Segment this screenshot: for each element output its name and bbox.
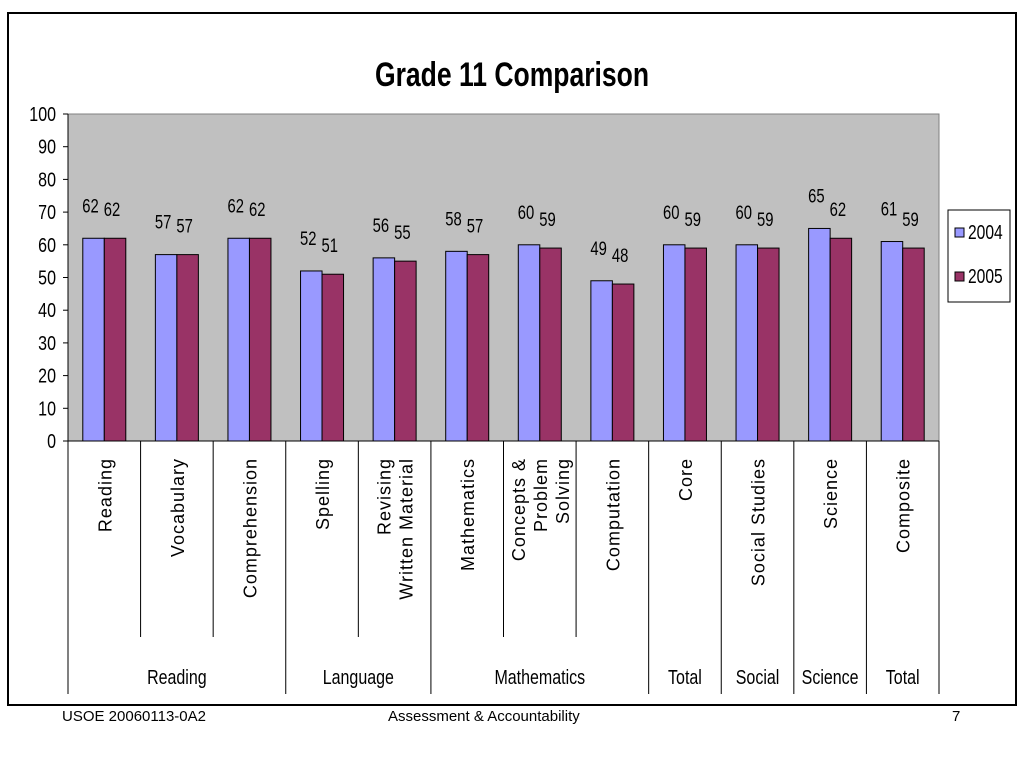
y-tick-label: 10 xyxy=(38,398,56,420)
data-label-2005: 59 xyxy=(902,209,918,230)
category-label: Composite xyxy=(894,458,914,553)
category-label: Reading xyxy=(95,458,115,532)
bar-2004 xyxy=(662,244,686,442)
group-label: Total xyxy=(668,666,702,688)
category-label: Social Studies xyxy=(749,458,769,586)
data-label-2004: 65 xyxy=(808,186,824,207)
data-label-2004: 49 xyxy=(590,238,606,259)
y-tick-label: 70 xyxy=(38,201,56,223)
bar-2005 xyxy=(466,254,490,442)
y-tick-label: 20 xyxy=(38,365,56,387)
group-label: Social xyxy=(736,666,780,688)
data-label-2004: 60 xyxy=(736,202,752,223)
data-label-2005: 62 xyxy=(104,200,120,221)
bar-2004 xyxy=(372,257,396,442)
bar-2004 xyxy=(154,254,178,442)
legend-swatch-2004 xyxy=(954,227,965,238)
bar-2004 xyxy=(300,270,323,442)
data-label-2004: 56 xyxy=(373,215,389,236)
bar-2005 xyxy=(394,260,417,442)
data-label-2004: 62 xyxy=(82,196,98,217)
footer-center-text: Assessment & Accountability xyxy=(388,708,580,725)
bar-2004 xyxy=(590,280,613,442)
bar-2004 xyxy=(517,244,541,442)
chart-title: Grade 11 Comparison xyxy=(375,56,649,94)
category-label: Mathematics xyxy=(458,458,478,571)
y-tick-label: 0 xyxy=(47,430,56,452)
bar-2004 xyxy=(82,237,105,442)
y-tick-label: 60 xyxy=(38,234,56,256)
group-label: Mathematics xyxy=(494,666,585,688)
legend-label-2005: 2005 xyxy=(968,265,1003,287)
legend-swatch-2005 xyxy=(954,271,965,282)
bar-2004 xyxy=(227,237,250,442)
group-label: Reading xyxy=(147,666,207,688)
data-label-2005: 51 xyxy=(322,236,338,257)
bar-2005 xyxy=(902,247,925,442)
y-tick-label: 80 xyxy=(38,169,56,191)
bar-2005 xyxy=(757,247,780,442)
category-label: Spelling xyxy=(313,458,333,530)
category-label: Core xyxy=(676,458,696,501)
category-label: Computation xyxy=(603,458,623,571)
category-label: Concepts & xyxy=(509,458,529,561)
data-label-2005: 57 xyxy=(467,216,483,237)
plot-area xyxy=(67,113,940,442)
category-label: Vocabulary xyxy=(168,458,188,557)
page-number: 7 xyxy=(952,708,961,725)
category-label: Written Material xyxy=(397,458,417,600)
data-label-2004: 61 xyxy=(881,199,897,220)
data-label-2005: 62 xyxy=(830,200,846,221)
y-tick-label: 90 xyxy=(38,136,56,158)
bar-2005 xyxy=(611,283,635,442)
category-label: Solving xyxy=(553,458,573,524)
bar-2005 xyxy=(103,237,127,442)
category-label: Science xyxy=(821,458,841,529)
y-tick-label: 40 xyxy=(38,300,56,322)
data-label-2004: 60 xyxy=(518,202,534,223)
y-tick-label: 50 xyxy=(38,267,56,289)
bar-2005 xyxy=(248,237,272,442)
legend-label-2004: 2004 xyxy=(968,221,1003,243)
bar-2004 xyxy=(735,244,759,442)
category-label: Problem xyxy=(531,458,551,532)
data-label-2005: 59 xyxy=(757,209,773,230)
legend-box xyxy=(947,209,1011,303)
group-label: Science xyxy=(802,666,859,688)
footer-left-text: USOE 20060113-0A2 xyxy=(62,708,206,725)
data-label-2004: 60 xyxy=(663,202,679,223)
data-label-2005: 55 xyxy=(394,222,410,243)
bar-2004 xyxy=(808,227,831,442)
y-tick-label: 100 xyxy=(29,103,56,125)
bar-2004 xyxy=(880,241,904,442)
bar-2004 xyxy=(445,250,468,442)
data-label-2004: 62 xyxy=(227,196,243,217)
data-label-2005: 48 xyxy=(612,245,628,266)
data-label-2004: 57 xyxy=(155,212,171,233)
data-label-2005: 57 xyxy=(176,216,192,237)
category-label: Comprehension xyxy=(240,458,260,598)
group-label: Language xyxy=(323,666,394,688)
data-label-2004: 58 xyxy=(445,209,461,230)
group-label: Total xyxy=(886,666,920,688)
bar-2005 xyxy=(176,254,199,442)
category-label: Revising xyxy=(375,458,395,535)
data-label-2004: 52 xyxy=(300,228,316,249)
y-tick-label: 30 xyxy=(38,332,56,354)
bar-2005 xyxy=(539,247,562,442)
data-label-2005: 62 xyxy=(249,200,265,221)
bar-2005 xyxy=(684,247,707,442)
data-label-2005: 59 xyxy=(684,209,700,230)
bar-2005 xyxy=(829,237,853,442)
data-label-2005: 59 xyxy=(539,209,555,230)
bar-2005 xyxy=(321,273,345,442)
